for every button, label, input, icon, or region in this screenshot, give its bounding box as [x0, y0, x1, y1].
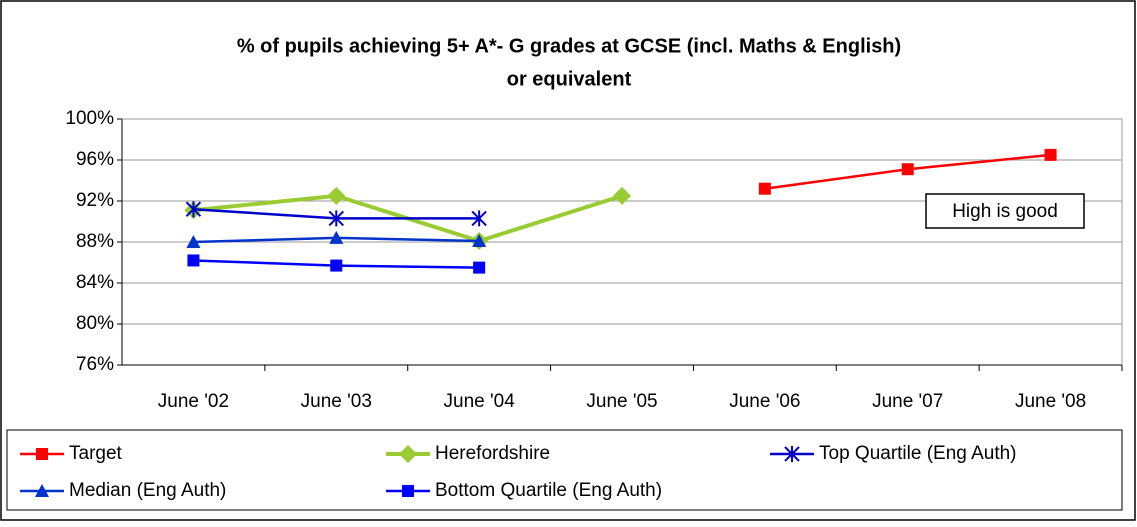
chart-title: or equivalent — [507, 68, 632, 90]
y-tick-label: 96% — [76, 149, 114, 170]
marker — [613, 186, 631, 205]
marker — [330, 259, 343, 272]
x-tick-label: June '04 — [444, 391, 516, 412]
marker — [327, 186, 346, 205]
y-tick-label: 84% — [76, 272, 114, 293]
chart-title: % of pupils achieving 5+ A*- G grades at… — [237, 35, 901, 57]
x-tick-label: June '07 — [872, 391, 943, 412]
marker — [473, 261, 486, 274]
legend-label: Top Quartile (Eng Auth) — [819, 443, 1017, 464]
marker — [329, 230, 344, 244]
marker — [471, 210, 487, 227]
x-tick-label: June '05 — [586, 391, 657, 412]
legend-label: Median (Eng Auth) — [69, 480, 226, 501]
y-tick-label: 92% — [76, 190, 114, 211]
legend-marker — [402, 485, 414, 497]
x-tick-label: June '02 — [158, 391, 229, 412]
legend-marker — [35, 484, 49, 497]
y-tick-label: 100% — [65, 108, 114, 129]
y-tick-label: 88% — [76, 231, 114, 252]
marker — [185, 201, 202, 218]
marker — [187, 254, 200, 267]
marker — [328, 210, 344, 227]
legend-label: Target — [69, 443, 123, 464]
annotation: High is good — [952, 201, 1058, 222]
marker — [758, 182, 771, 195]
legend-box — [6, 429, 1123, 511]
marker — [901, 163, 914, 176]
x-tick-label: June '08 — [1015, 391, 1086, 412]
x-tick-label: June '03 — [301, 391, 372, 412]
y-tick-label: 76% — [76, 354, 114, 375]
y-tick-label: 80% — [76, 313, 114, 334]
annotation-box — [925, 193, 1085, 229]
legend-marker — [36, 448, 48, 460]
legend-label: Herefordshire — [435, 443, 550, 464]
marker — [1044, 148, 1057, 161]
legend-marker — [399, 445, 417, 463]
x-tick-label: June '06 — [729, 391, 800, 412]
marker — [472, 233, 487, 247]
legend-marker — [784, 446, 800, 462]
legend-label: Bottom Quartile (Eng Auth) — [435, 480, 662, 501]
marker — [186, 235, 201, 248]
